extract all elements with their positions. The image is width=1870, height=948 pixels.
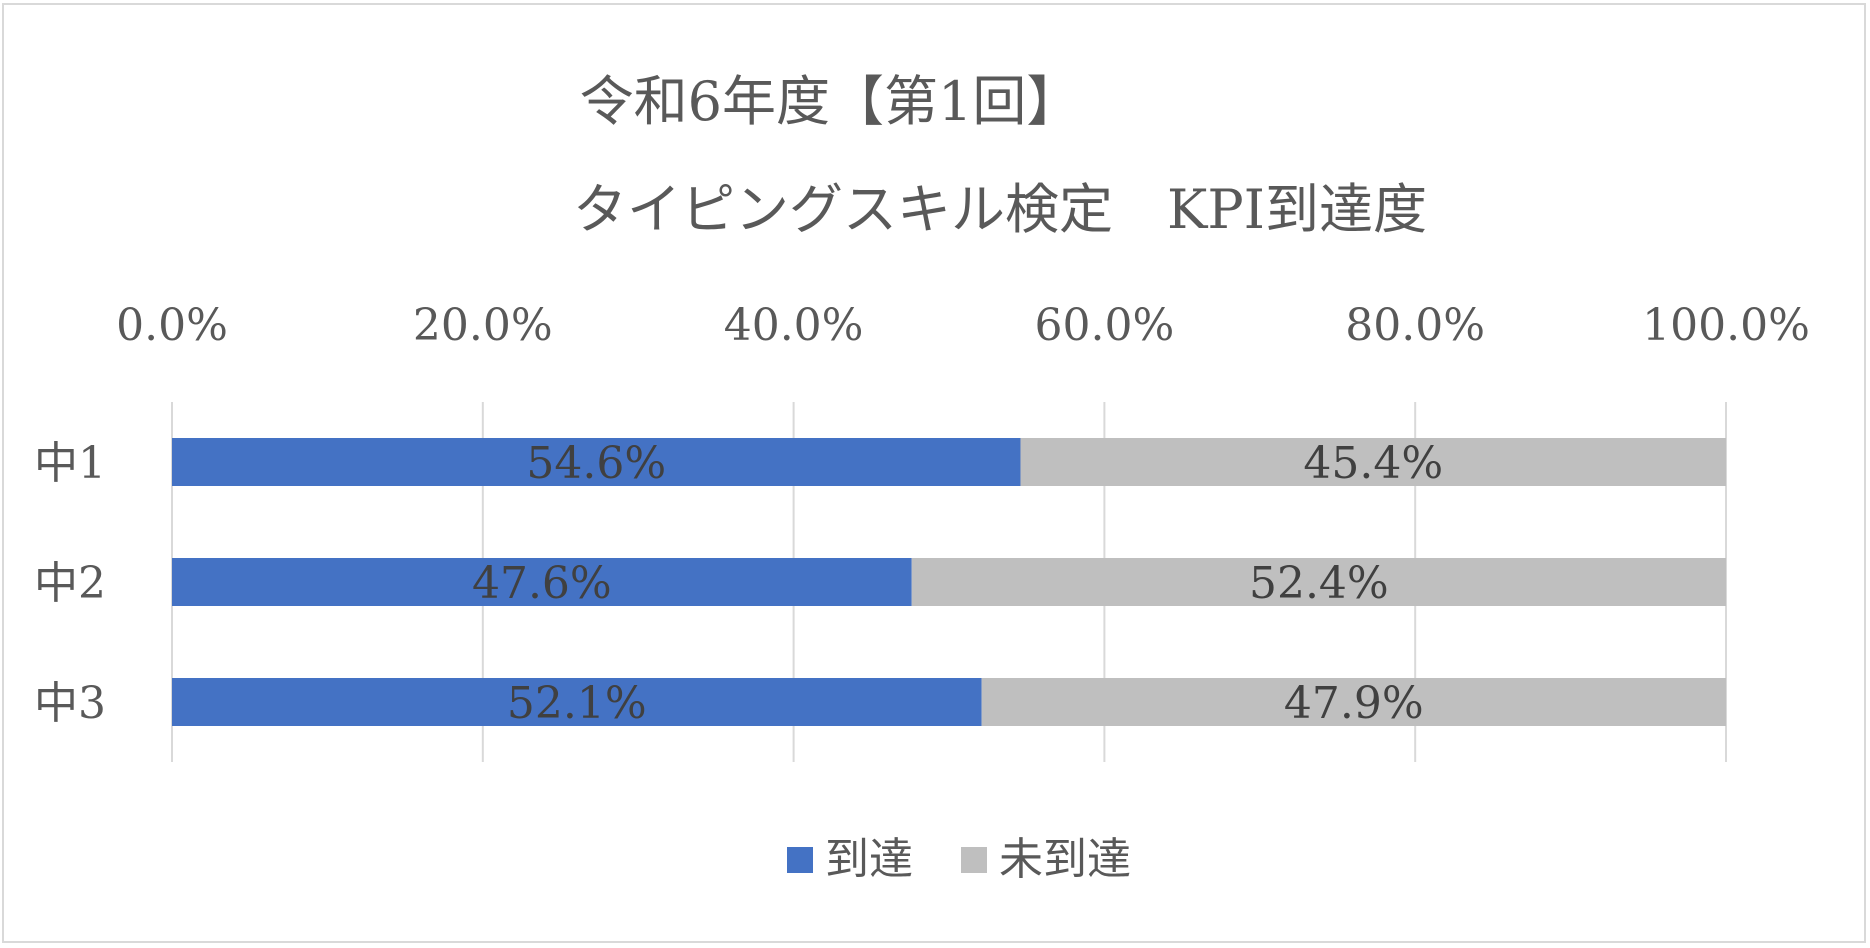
x-axis-ticks: 0.0% 20.0% 40.0% 60.0% 80.0% 100.0% <box>116 300 1810 351</box>
legend-swatch <box>961 847 987 873</box>
data-labels: 54.6% 45.4% 47.6% 52.4% 52.1% 47.9% <box>472 438 1443 729</box>
data-label: 54.6% <box>526 438 666 489</box>
x-tick-label: 40.0% <box>724 300 864 351</box>
category-labels: 中1 中2 中3 <box>34 438 106 729</box>
data-label: 52.4% <box>1249 558 1389 609</box>
data-label: 52.1% <box>507 678 647 729</box>
legend: 到達 未到達 <box>787 834 1131 885</box>
data-label: 45.4% <box>1303 438 1443 489</box>
bar-segment <box>172 438 1021 486</box>
chart-title-line-1: 令和6年度【第1回】 <box>580 70 1081 133</box>
data-label: 47.9% <box>1284 678 1424 729</box>
category-label: 中1 <box>34 438 106 489</box>
x-tick-label: 80.0% <box>1345 300 1485 351</box>
bar-segment <box>911 558 1726 606</box>
x-tick-label: 100.0% <box>1642 300 1810 351</box>
category-label: 中3 <box>34 678 106 729</box>
x-tick-label: 60.0% <box>1035 300 1175 351</box>
legend-label: 到達 <box>825 834 913 885</box>
bar-segment <box>172 678 982 726</box>
legend-swatch <box>787 847 813 873</box>
data-label: 47.6% <box>472 558 612 609</box>
chart-title: 令和6年度【第1回】 タイピングスキル検定 KPI到達度 <box>573 70 1427 241</box>
bar-segment <box>172 558 912 606</box>
bar-segment <box>981 678 1726 726</box>
x-tick-label: 20.0% <box>413 300 553 351</box>
bar-segment <box>1020 438 1726 486</box>
x-tick-label: 0.0% <box>116 300 228 351</box>
legend-label: 未到達 <box>999 834 1131 885</box>
bars <box>172 438 1726 726</box>
chart-title-line-2: タイピングスキル検定 KPI到達度 <box>573 178 1427 241</box>
category-label: 中2 <box>34 558 106 609</box>
